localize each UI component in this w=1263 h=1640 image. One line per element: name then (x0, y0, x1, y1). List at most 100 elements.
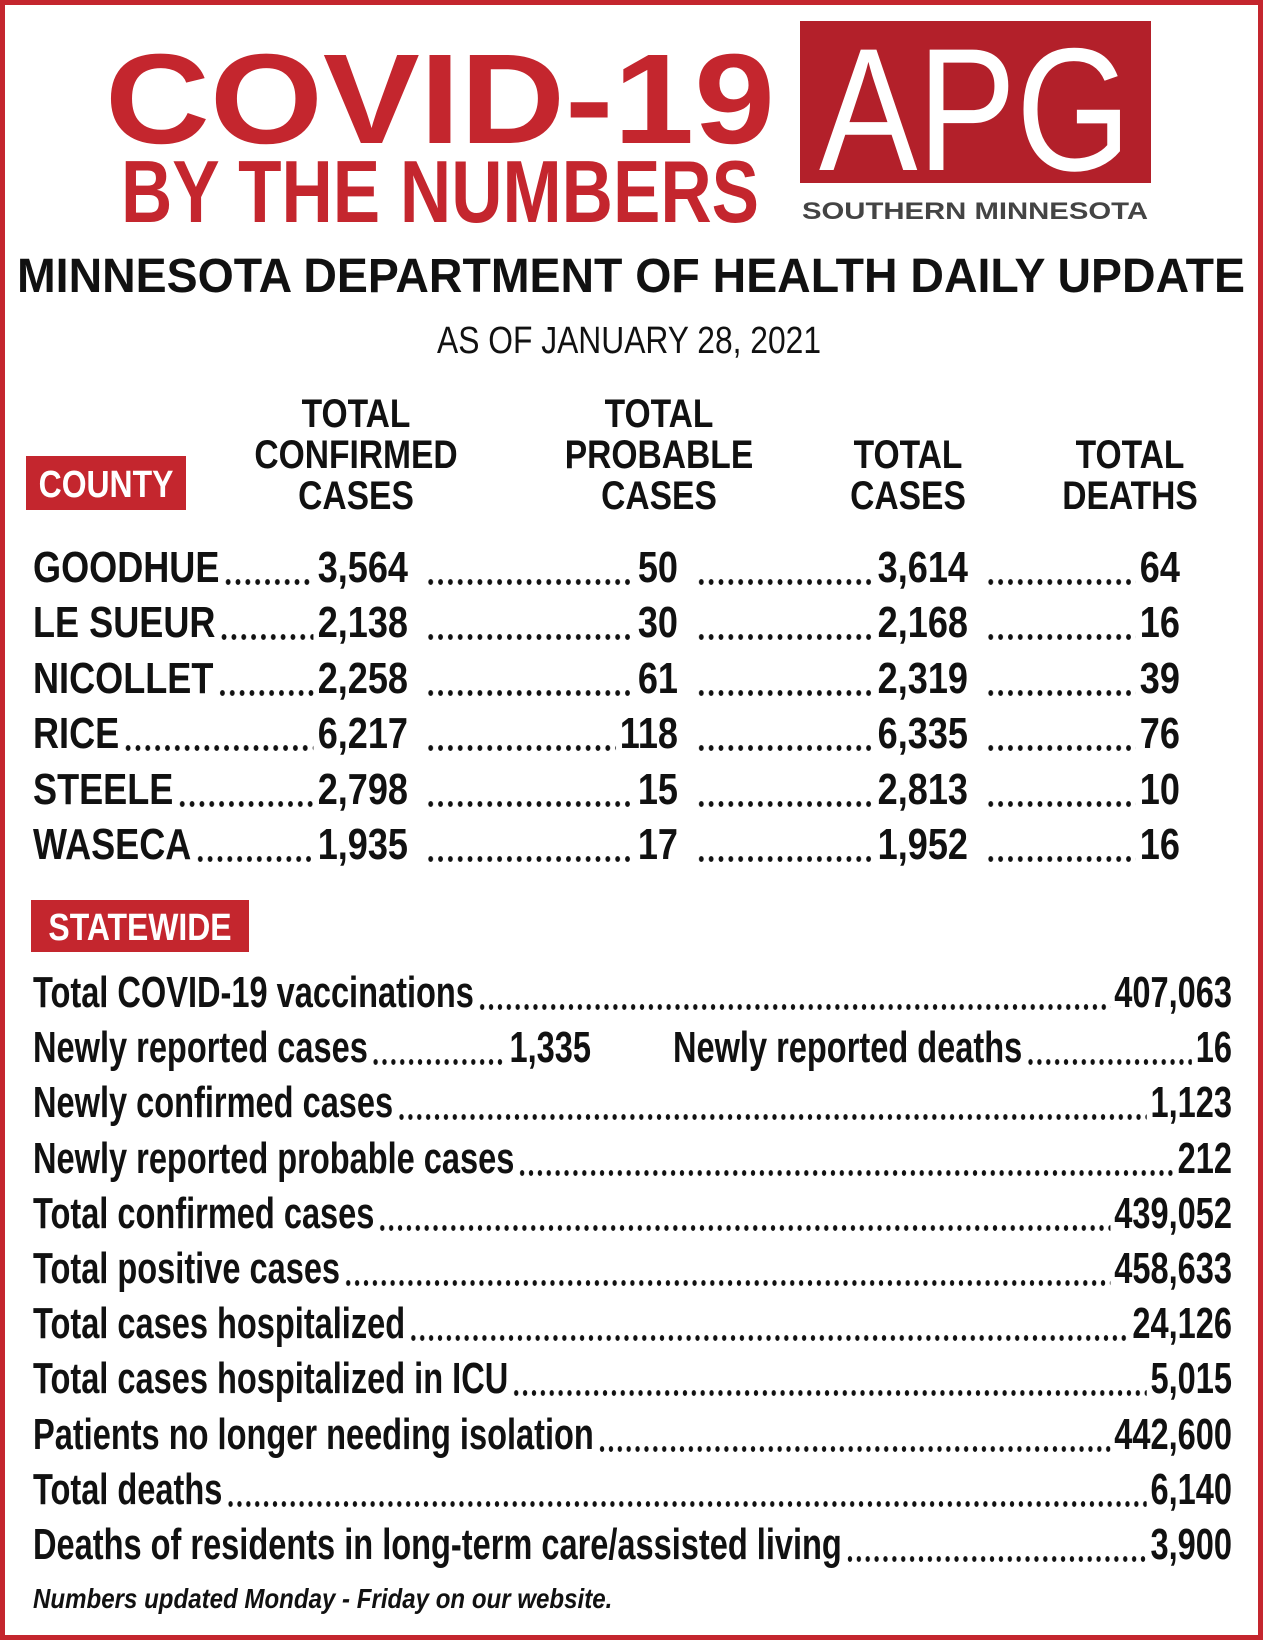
cell-value: 1,952 (877, 820, 968, 869)
dot-leader (426, 707, 616, 762)
cell-value: 39 (1139, 653, 1180, 703)
cell-value: 2,319 (877, 653, 968, 703)
statewide-row: Newly reported cases 1,335 Newly reported … (33, 1021, 1232, 1076)
dot-leader (1025, 1021, 1193, 1076)
county-row: RICE 6,217 118 6,335 76 (33, 707, 1180, 762)
cell-value: 61 (637, 653, 678, 703)
stat-value: 442,600 (1114, 1409, 1232, 1459)
dot-leader (123, 707, 314, 762)
county-name: WASECA (33, 820, 192, 869)
dot-leader (597, 1407, 1111, 1462)
stat-item: Newly confirmed cases 1,123 (33, 1076, 1232, 1131)
stat-item: Total COVID-19 vaccinations 407,063 (33, 966, 1232, 1020)
cell-value: 2,138 (317, 598, 408, 648)
cell-value: 16 (1139, 598, 1180, 648)
dot-leader (219, 596, 314, 651)
stat-value: 407,063 (1114, 968, 1232, 1017)
cell-group: 6,335 (692, 707, 968, 762)
cell-group: STEELE 2,798 (33, 762, 408, 817)
stat-item: Newly reported probable cases 212 (33, 1131, 1232, 1186)
column-header: TOTAL (302, 391, 411, 435)
dot-leader (845, 1518, 1147, 1572)
cell-group: 64 (982, 541, 1180, 595)
stat-item: Total cases hospitalized in ICU 5,015 (33, 1352, 1232, 1407)
cell-group: GOODHUE 3,564 (33, 541, 408, 595)
column-header: CASES (601, 473, 717, 517)
cell-group: 10 (982, 762, 1180, 817)
cell-group: NICOLLET 2,258 (33, 651, 408, 706)
dot-leader (343, 1242, 1111, 1296)
stat-label: Total cases hospitalized in ICU (33, 1354, 509, 1404)
cell-value: 118 (619, 709, 678, 759)
dot-leader (477, 966, 1111, 1020)
footnote: Numbers updated Monday - Friday on our w… (33, 1583, 613, 1614)
stat-item: Total positive cases 458,633 (33, 1242, 1232, 1296)
stat-label: Total deaths (33, 1464, 223, 1514)
county-name: STEELE (33, 764, 174, 814)
stat-item: Total cases hospitalized 24,126 (33, 1297, 1232, 1352)
stat-value: 1,335 (509, 1023, 591, 1073)
cell-group: 3,614 (692, 541, 968, 595)
cell-group: WASECA 1,935 (33, 818, 408, 872)
stat-label: Deaths of residents in long-term care/as… (33, 1520, 842, 1569)
logo-box (800, 21, 1151, 183)
county-label: COUNTY (39, 463, 174, 505)
cell-group: 30 (422, 596, 678, 651)
stat-item: Newly reported deaths 16 (673, 1021, 1232, 1076)
county-row: WASECA 1,935 17 1,952 16 (33, 818, 1180, 872)
stat-label: Newly reported cases (33, 1023, 368, 1073)
cell-group: 1,952 (692, 818, 968, 872)
stat-value: 458,633 (1114, 1244, 1232, 1293)
column-header: CASES (298, 473, 414, 517)
cell-value: 15 (637, 764, 678, 814)
statewide-row: Total deaths 6,140 (33, 1462, 1232, 1517)
cell-group: 17 (422, 818, 678, 872)
cell-value: 17 (637, 820, 678, 869)
subtitle: BY THE NUMBERS (121, 142, 759, 241)
dot-leader (396, 1076, 1147, 1131)
logo-caption: SOUTHERN MINNESOTA (802, 198, 1148, 225)
cell-value: 3,614 (877, 543, 968, 592)
county-row: LE SUEUR 2,138 30 2,168 16 (33, 596, 1180, 651)
statewide-row: Patients no longer needing isolation 442,… (33, 1407, 1232, 1462)
dot-leader (408, 1297, 1129, 1352)
dot-leader (195, 818, 314, 872)
cell-group: LE SUEUR 2,138 (33, 596, 408, 651)
dot-leader (986, 707, 1136, 762)
stat-item: Newly reported cases 1,335 (33, 1021, 591, 1076)
cell-value: 2,258 (317, 653, 408, 703)
column-header: PROBABLE (565, 432, 753, 476)
county-row: NICOLLET 2,258 61 2,319 39 (33, 651, 1180, 706)
cell-value: 64 (1139, 543, 1180, 592)
stat-value: 3,900 (1150, 1520, 1232, 1569)
cell-group: 2,319 (692, 651, 968, 706)
dot-leader (696, 707, 874, 762)
dot-leader (371, 1021, 506, 1076)
column-header: TOTAL (1076, 432, 1185, 476)
dot-leader (426, 651, 634, 706)
dot-leader (217, 651, 314, 706)
stat-label: Total positive cases (33, 1244, 341, 1293)
dot-leader (696, 541, 874, 595)
cell-value: 10 (1139, 764, 1180, 814)
county-name: GOODHUE (33, 543, 220, 592)
cell-value: 3,564 (317, 543, 408, 592)
stat-item: Total deaths 6,140 (33, 1462, 1232, 1517)
dot-leader (986, 596, 1136, 651)
cell-value: 6,217 (317, 709, 408, 759)
cell-value: 6,335 (877, 709, 968, 759)
stat-item: Deaths of residents in long-term care/as… (33, 1518, 1232, 1572)
report-date: AS OF JANUARY 28, 2021 (437, 320, 821, 362)
stat-label: Total confirmed cases (33, 1188, 375, 1238)
stat-value: 212 (1177, 1133, 1232, 1183)
cell-group: RICE 6,217 (33, 707, 408, 762)
statewide-label: STATEWIDE (48, 906, 231, 948)
dot-leader (696, 818, 874, 872)
county-label-box (26, 456, 186, 510)
stat-value: 6,140 (1150, 1464, 1232, 1514)
dot-leader (986, 818, 1136, 872)
county-row: STEELE 2,798 15 2,813 10 (33, 762, 1180, 817)
column-header: TOTAL (854, 432, 963, 476)
statewide-row: Newly reported probable cases 212 (33, 1131, 1232, 1186)
